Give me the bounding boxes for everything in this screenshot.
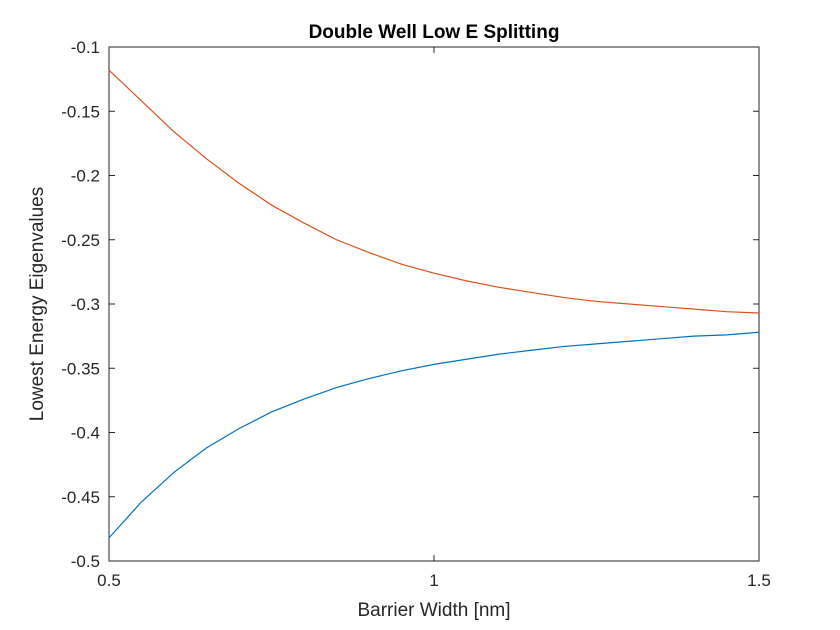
y-tick-label: -0.2	[71, 167, 100, 186]
x-axis-label: Barrier Width [nm]	[357, 600, 510, 621]
plot-area	[108, 46, 760, 562]
y-tick-label: -0.45	[61, 488, 100, 507]
y-tick-label: -0.3	[71, 295, 100, 314]
y-axis: -0.5 -0.45 -0.4 -0.35 -0.3 -0.25 -0.2 -0.15 -0.1	[61, 38, 759, 571]
y-tick-label: -0.15	[61, 102, 100, 121]
x-tick-label: 1	[429, 571, 438, 590]
y-tick-label: -0.4	[71, 424, 100, 443]
series-layer	[108, 69, 760, 539]
y-tick-label: -0.25	[61, 231, 100, 250]
y-tick-label: -0.1	[71, 38, 100, 57]
y-axis-label: Lowest Energy Eigenvalues	[27, 187, 48, 421]
x-tick-label: 0.5	[97, 571, 121, 590]
series-line-2	[108, 69, 760, 314]
y-tick-label: -0.5	[71, 552, 100, 571]
series-line-1	[108, 331, 760, 539]
x-tick-label: 1.5	[747, 571, 771, 590]
y-tick-label: -0.35	[61, 359, 100, 378]
x-axis: 0.5 1 1.5	[97, 47, 771, 590]
chart-title: Double Well Low E Splitting	[309, 22, 560, 43]
